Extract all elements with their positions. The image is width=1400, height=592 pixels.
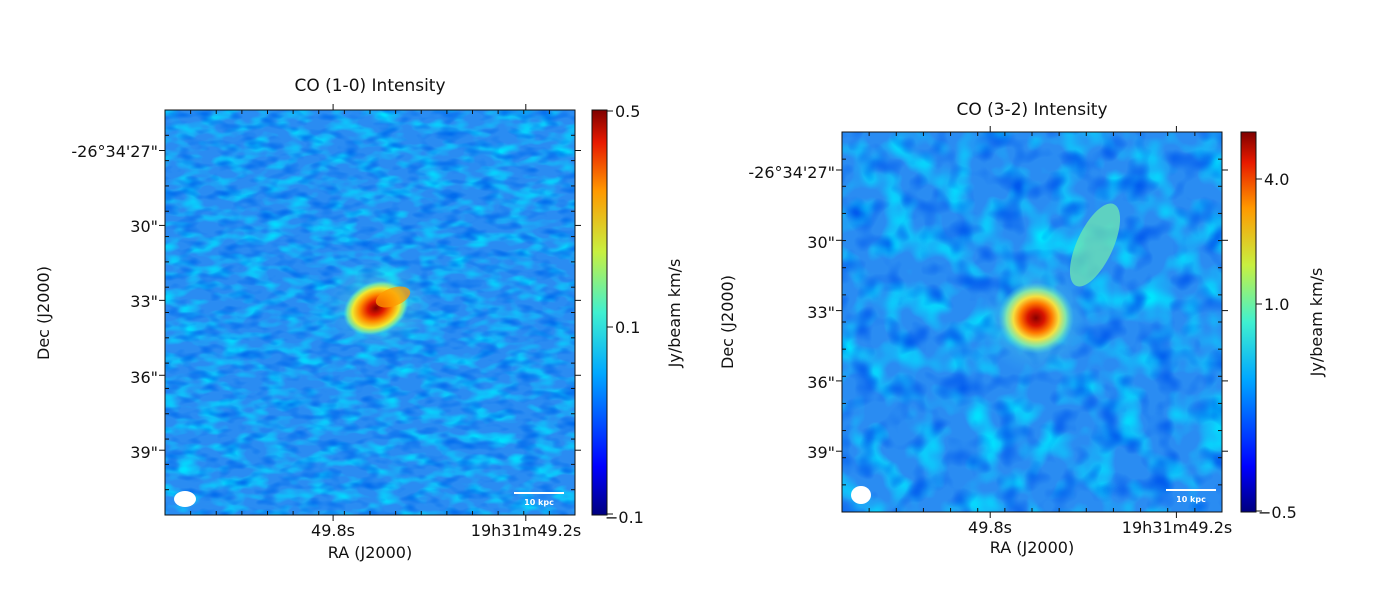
xtick-label: 49.8s bbox=[311, 521, 355, 540]
emission-filament bbox=[1069, 203, 1121, 287]
ytick-label: -26°34'27" bbox=[71, 142, 158, 161]
ytick-label: 36" bbox=[807, 373, 835, 392]
axis-ticks bbox=[159, 104, 581, 521]
colorbar: 0.5 0.1 −0.1 Jy/beam km/s bbox=[591, 102, 684, 527]
beam-ellipse bbox=[851, 486, 871, 504]
intensity-map: 10 kpc bbox=[842, 132, 1222, 512]
ytick-label: 36" bbox=[130, 368, 158, 387]
panel-co10: CO (1-0) Intensity 10 kpc -26°34'27" 30"… bbox=[34, 76, 684, 562]
beam-ellipse bbox=[174, 491, 196, 507]
xtick-label: 19h31m49.2s bbox=[471, 521, 581, 540]
colorbar: 4.0 1.0 −0.5 Jy/beam km/s bbox=[1240, 131, 1326, 522]
colorbar-tick-label: 0.5 bbox=[615, 102, 640, 121]
panel-co32: CO (3-2) Intensity 10 kpc -26°34'27" 30"… bbox=[718, 100, 1326, 557]
ytick-label: 33" bbox=[130, 292, 158, 311]
ytick-label: -26°34'27" bbox=[748, 163, 835, 182]
panel-title: CO (3-2) Intensity bbox=[956, 100, 1107, 120]
emission-peak bbox=[998, 282, 1074, 354]
y-axis-label: Dec (J2000) bbox=[34, 266, 53, 360]
colorbar-tick-label: −0.1 bbox=[605, 508, 644, 527]
ytick-label: 39" bbox=[130, 443, 158, 462]
colorbar-tick-label: 1.0 bbox=[1264, 295, 1289, 314]
ytick-label: 39" bbox=[807, 443, 835, 462]
colorbar-label: Jy/beam km/s bbox=[1307, 268, 1326, 378]
y-axis-label: Dec (J2000) bbox=[718, 275, 737, 369]
x-axis-label: RA (J2000) bbox=[990, 538, 1074, 557]
colorbar-gradient bbox=[591, 109, 608, 516]
colorbar-label: Jy/beam km/s bbox=[665, 259, 684, 369]
xtick-label: 49.8s bbox=[968, 518, 1012, 537]
axis-ticks bbox=[836, 126, 1228, 518]
colorbar-tick-label: 4.0 bbox=[1264, 170, 1289, 189]
scalebar-label: 10 kpc bbox=[524, 498, 554, 507]
scalebar-label: 10 kpc bbox=[1176, 495, 1206, 504]
xtick-label: 19h31m49.2s bbox=[1122, 518, 1232, 537]
panel-title: CO (1-0) Intensity bbox=[294, 76, 445, 96]
ytick-label: 30" bbox=[130, 217, 158, 236]
colorbar-tick-label: −0.5 bbox=[1258, 503, 1297, 522]
colorbar-gradient bbox=[1240, 131, 1257, 513]
ytick-label: 33" bbox=[807, 303, 835, 322]
ytick-label: 30" bbox=[807, 233, 835, 252]
emission-arm bbox=[375, 286, 411, 308]
intensity-map: 10 kpc bbox=[165, 110, 575, 515]
x-axis-label: RA (J2000) bbox=[328, 543, 412, 562]
colorbar-tick-label: 0.1 bbox=[615, 318, 640, 337]
